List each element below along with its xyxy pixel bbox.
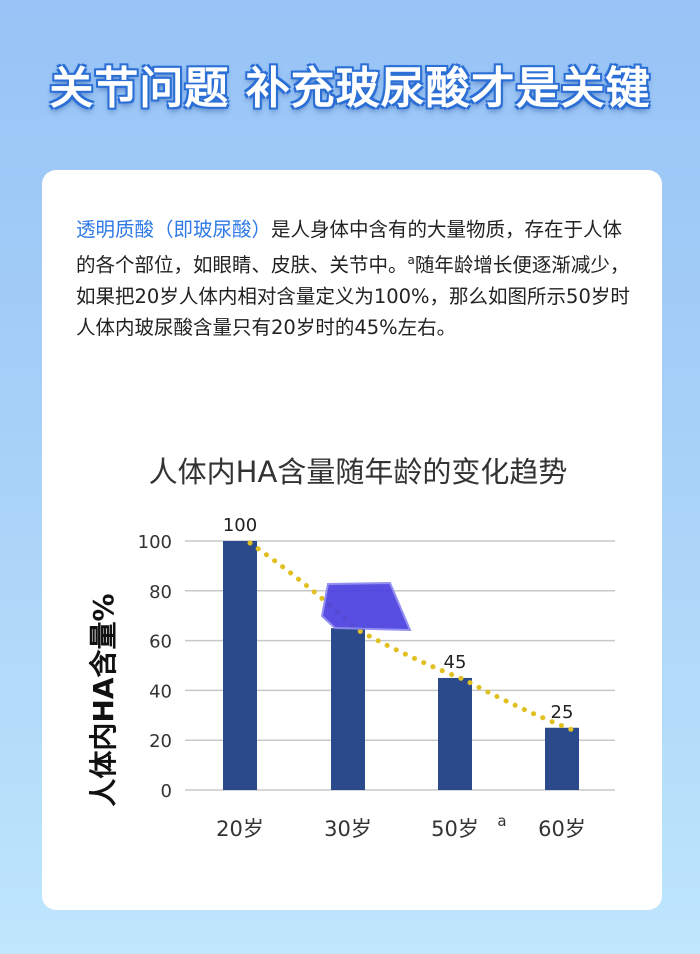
intro-paragraph: 透明质酸（即玻尿酸）是人身体中含有的大量物质，存在于人体的各个部位，如眼睛、皮肤… [76,214,636,343]
y-tick-label: 40 [149,681,172,702]
bar [223,541,257,790]
y-tick-label: 100 [138,532,172,553]
data-label: 45 [444,652,467,673]
y-tick-label: 60 [149,632,172,653]
headline: 关节问题 补充玻尿酸才是关键 [49,63,651,114]
y-tick-label: 80 [149,582,172,603]
stray-mark: a [407,253,415,267]
y-tick-label: 20 [149,731,172,752]
bar [438,677,472,790]
paragraph-text-1: 是人身体中含有的大量物质，存在于人体的各个部位，如眼睛、皮肤、关节中。 [76,218,623,277]
data-label: 25 [551,702,574,723]
x-tick-label: 20岁 [216,817,264,841]
y-tick-label: 0 [161,781,172,802]
chart-title: 人体内HA含量随年龄的变化趋势 [149,455,568,489]
x-tick-label: 60岁 [538,817,586,841]
paragraph-text-2: 随年龄增长便逐渐减少，如果把20岁人体内相对含量定义为100%，那么如图所示50… [76,253,630,339]
y-axis-label: 人体内HA含量% [87,593,120,806]
trend-line [247,540,575,733]
bar [331,628,365,790]
bar [545,727,579,790]
purple-object-icon [320,581,412,632]
stray-mark: a [497,812,506,830]
x-tick-label: 30岁 [324,817,372,841]
x-tick-label: 50岁 [431,817,479,841]
highlight-term: 透明质酸（即玻尿酸） [76,218,272,241]
data-label: 100 [223,515,257,536]
content-card: 透明质酸（即玻尿酸）是人身体中含有的大量物质，存在于人体的各个部位，如眼睛、皮肤… [42,170,662,910]
